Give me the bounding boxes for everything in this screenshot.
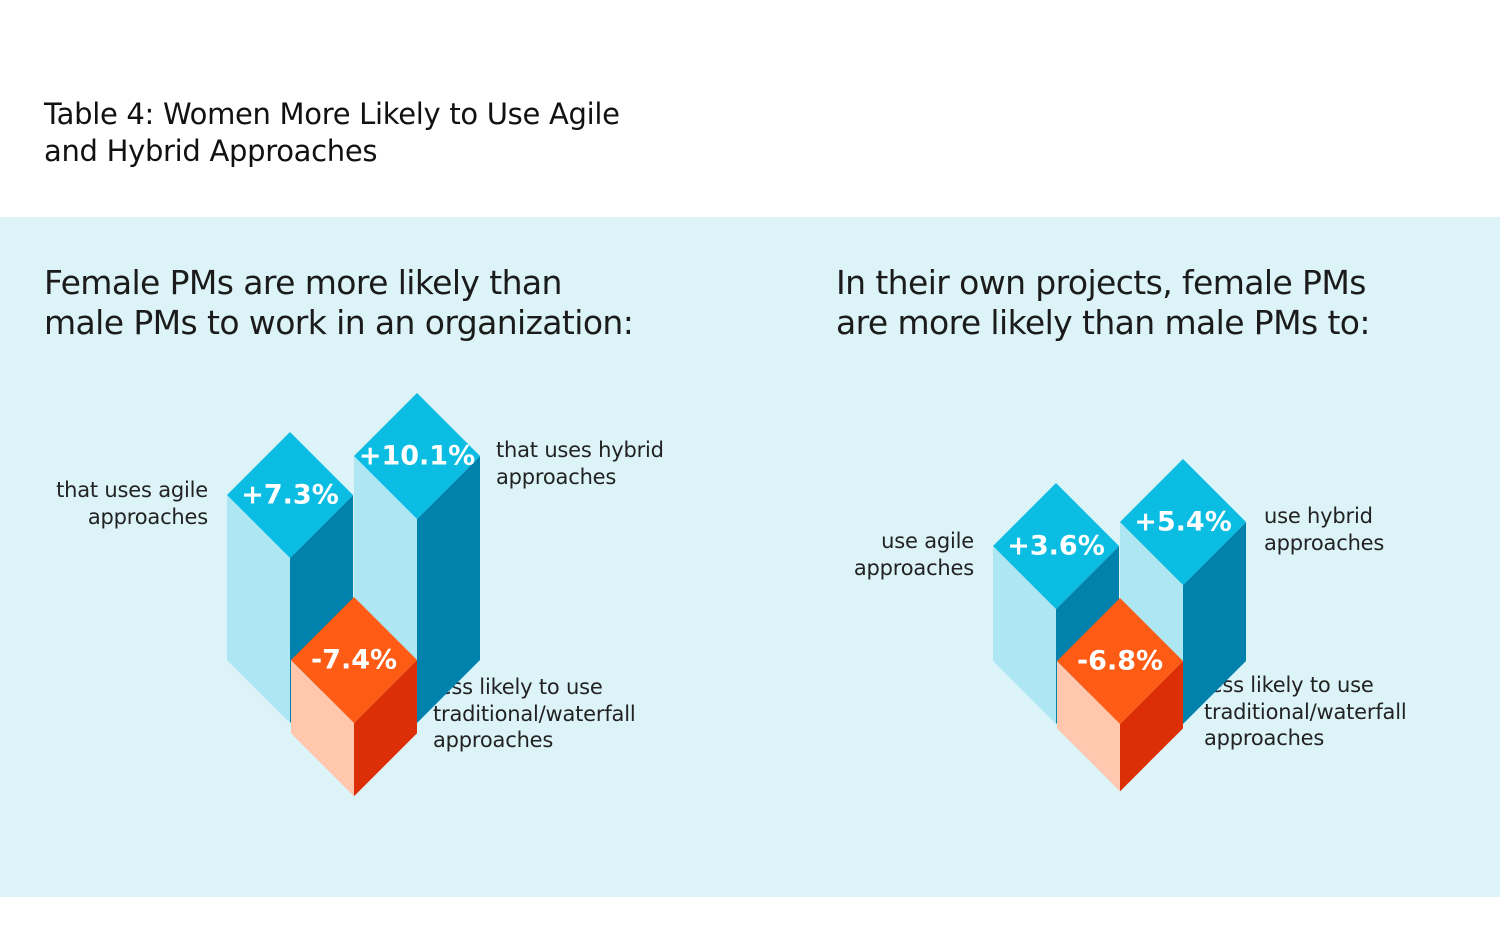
right-agile-label-line-1: use agile bbox=[881, 529, 974, 553]
right-hybrid-value-label: +5.4% bbox=[1134, 507, 1232, 538]
left-headline-line-1: Female PMs are more likely than bbox=[44, 263, 562, 302]
left-headline-line-2: male PMs to work in an organization: bbox=[44, 303, 634, 342]
right-waterfall-label-line-2: traditional/waterfall bbox=[1204, 699, 1407, 724]
right-hybrid-bar-right-face bbox=[1183, 522, 1246, 724]
right-agile-value-label: +3.6% bbox=[1007, 531, 1105, 562]
right-headline-line-2: are more likely than male PMs to: bbox=[836, 303, 1371, 342]
left-agile-bar-left-face bbox=[227, 495, 290, 723]
table-title: Table 4: Women More Likely to Use Agile … bbox=[44, 96, 684, 170]
right-agile-bar-top-face bbox=[993, 483, 1119, 609]
left-hybrid-bar-top-face bbox=[354, 393, 480, 519]
right-agile-label-line-2: approaches bbox=[853, 555, 974, 580]
right-hybrid-label-line-1: use hybrid bbox=[1264, 504, 1373, 528]
right-hybrid-bar-top-face bbox=[1120, 459, 1246, 585]
left-hybrid-label-line-1: that uses hybrid bbox=[496, 438, 664, 462]
right-hybrid-label-line-2: approaches bbox=[1264, 530, 1385, 555]
left-waterfall-label-line-1: less likely to use bbox=[433, 675, 603, 699]
left-waterfall-label: less likely to use traditional/waterfall… bbox=[433, 674, 636, 754]
right-waterfall-label: less likely to use traditional/waterfall… bbox=[1204, 672, 1407, 752]
right-waterfall-bar-top-face bbox=[1057, 598, 1183, 724]
right-hybrid-label: use hybrid approaches bbox=[1264, 503, 1384, 556]
left-hybrid-label-line-2: approaches bbox=[496, 464, 617, 489]
right-waterfall-label-line-1: less likely to use bbox=[1204, 673, 1374, 697]
left-waterfall-label-line-3: approaches bbox=[433, 728, 554, 752]
table-title-line-1: Table 4: Women More Likely to Use Agile bbox=[44, 97, 620, 131]
left-agile-value-label: +7.3% bbox=[241, 480, 339, 511]
right-waterfall-bar-left-face bbox=[1057, 661, 1120, 792]
left-waterfall-value-label: -7.4% bbox=[311, 645, 397, 676]
right-chart-headline: In their own projects, female PMs are mo… bbox=[836, 263, 1371, 343]
right-waterfall-bar-right-face bbox=[1120, 661, 1183, 792]
right-headline-line-1: In their own projects, female PMs bbox=[836, 263, 1366, 302]
right-waterfall-value-label: -6.8% bbox=[1077, 646, 1163, 677]
left-waterfall-bar-right-face bbox=[354, 660, 417, 797]
left-agile-label: that uses agile approaches bbox=[20, 477, 208, 530]
left-waterfall-bar-top-face bbox=[291, 597, 417, 723]
left-agile-bar-top-face bbox=[227, 432, 353, 558]
table-title-line-2: and Hybrid Approaches bbox=[44, 134, 378, 168]
left-agile-label-line-1: that uses agile bbox=[56, 478, 208, 502]
right-waterfall-label-line-3: approaches bbox=[1204, 726, 1325, 750]
right-agile-label: use agile approaches bbox=[800, 528, 974, 581]
left-hybrid-bar-right-face bbox=[417, 456, 480, 723]
right-agile-bar-left-face bbox=[993, 546, 1056, 724]
left-agile-label-line-2: approaches bbox=[87, 504, 208, 529]
left-waterfall-bar-left-face bbox=[291, 660, 354, 797]
left-chart-headline: Female PMs are more likely than male PMs… bbox=[44, 263, 634, 343]
left-waterfall-label-line-2: traditional/waterfall bbox=[433, 701, 636, 726]
left-hybrid-value-label: +10.1% bbox=[359, 441, 475, 472]
left-hybrid-label: that uses hybrid approaches bbox=[496, 437, 664, 490]
